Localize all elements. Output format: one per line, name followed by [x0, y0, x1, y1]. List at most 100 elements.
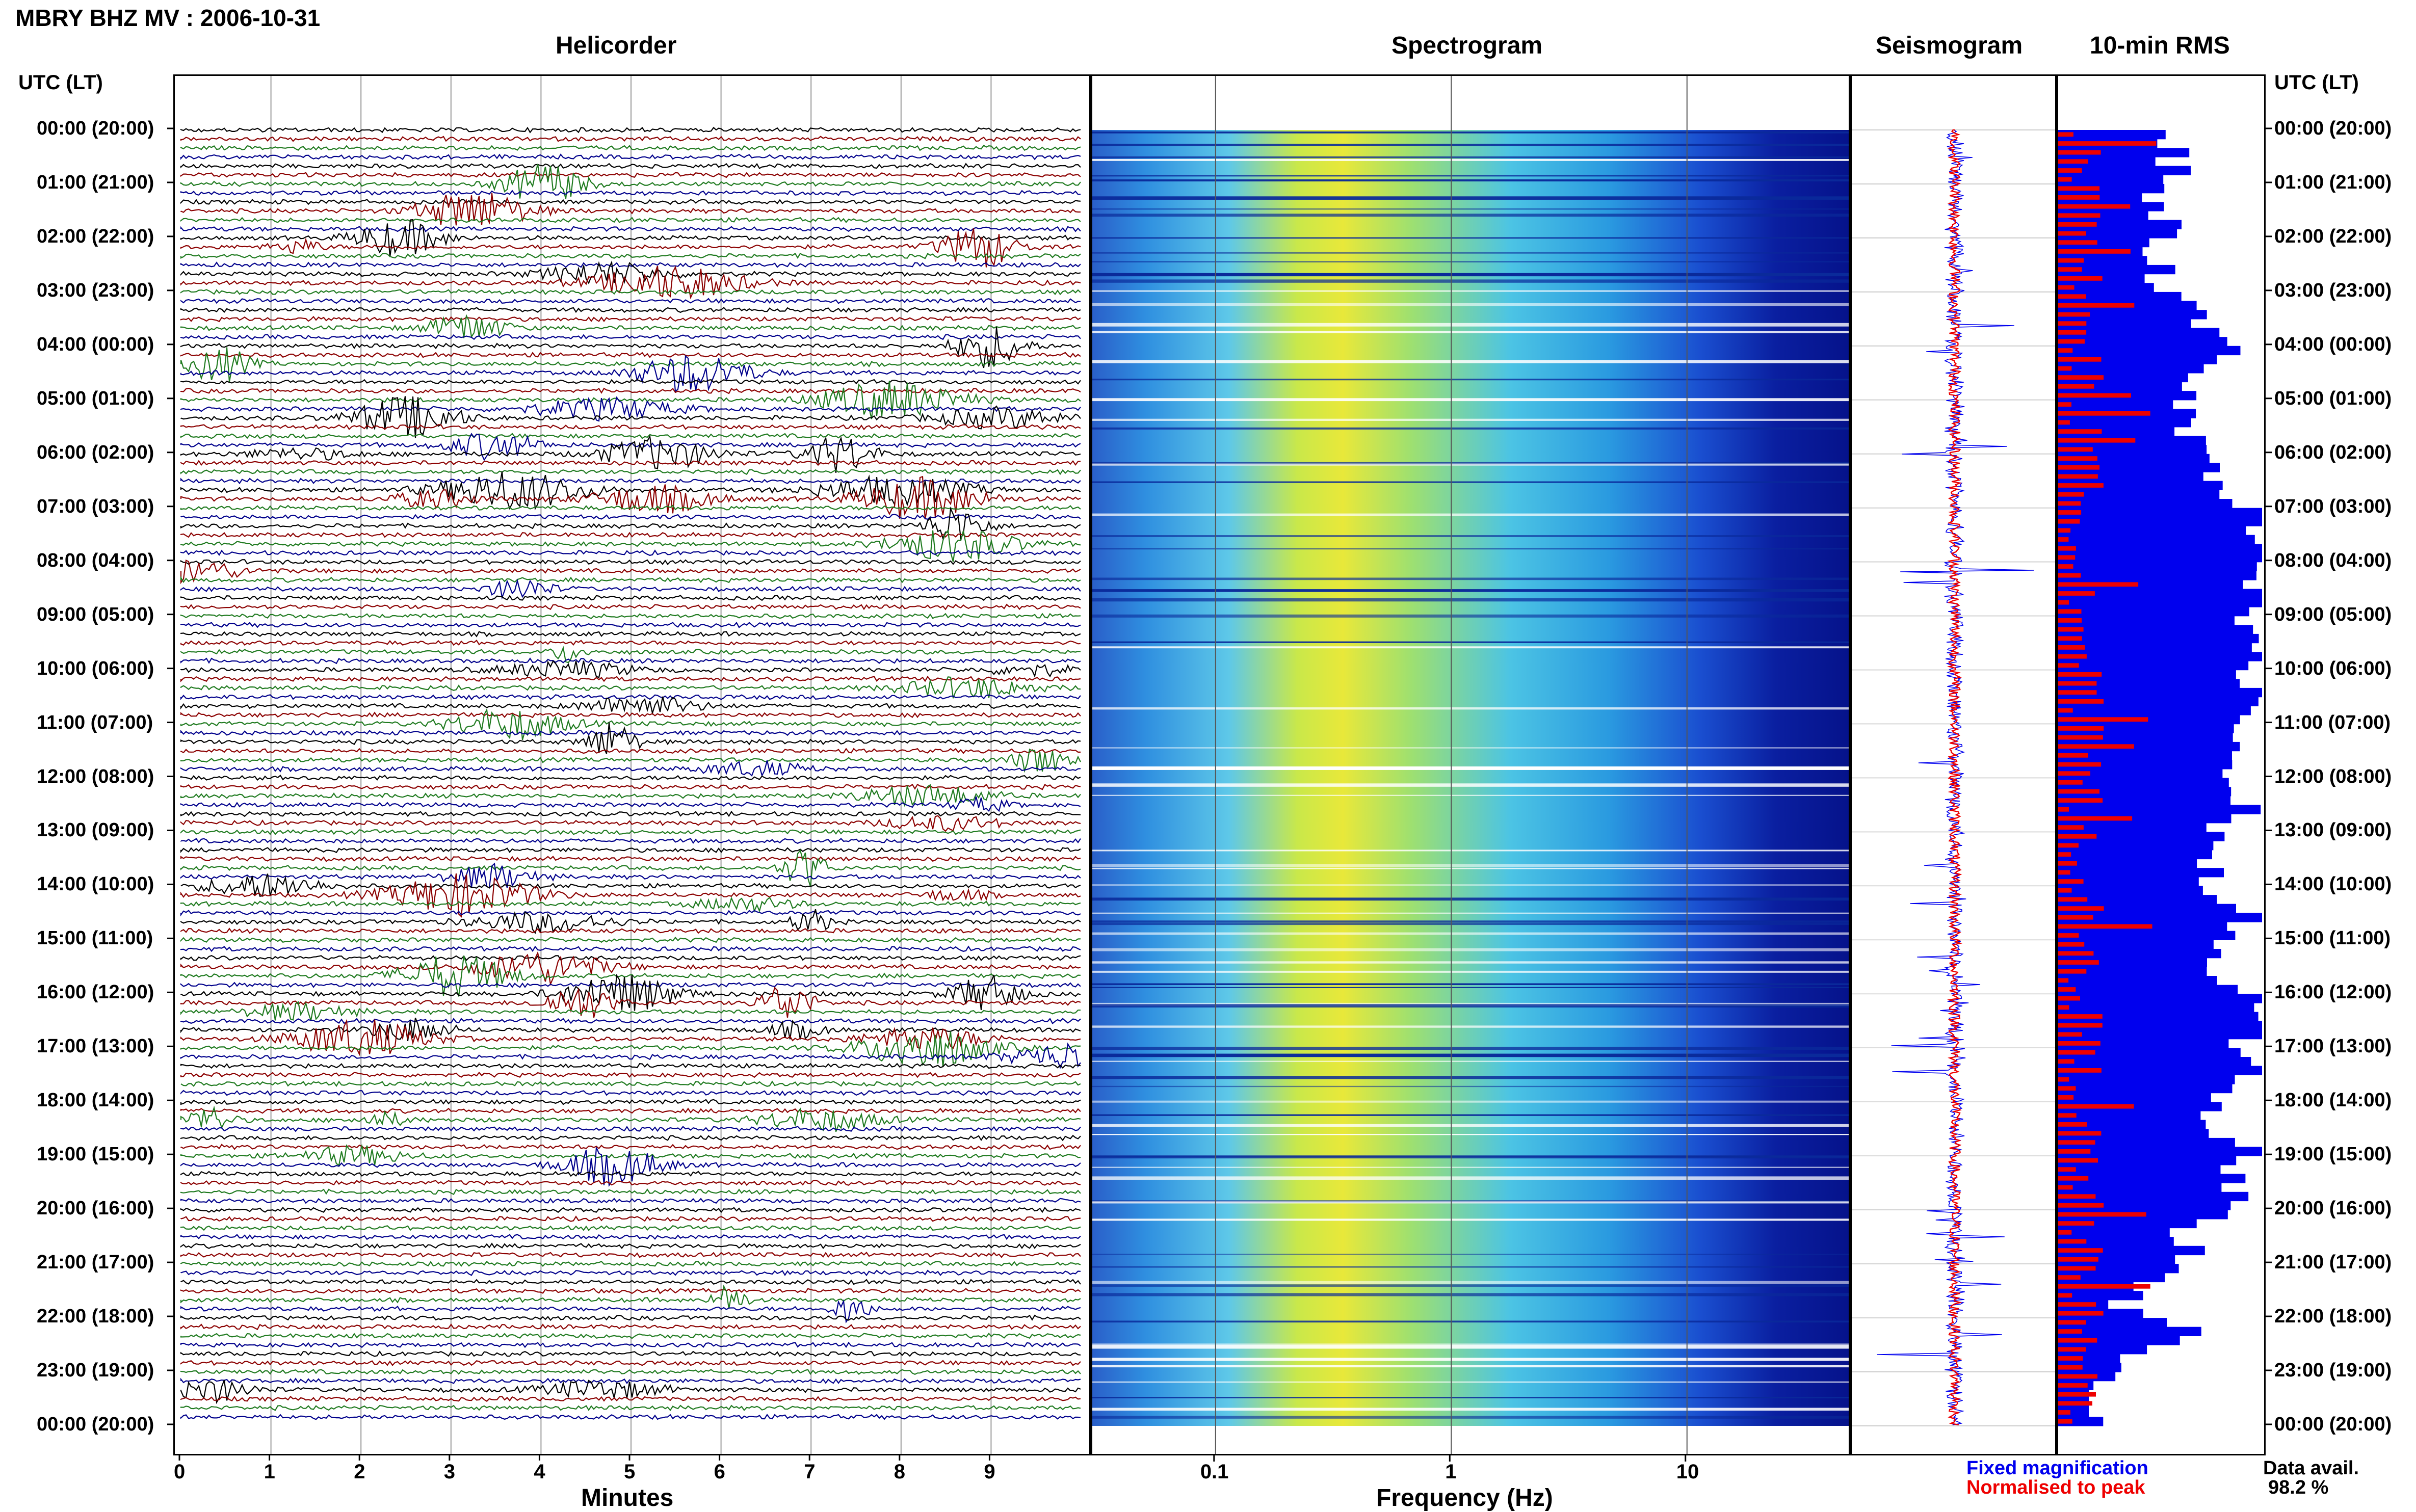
helicorder-trace — [180, 172, 1081, 178]
rms-bar-fixed — [2058, 706, 2251, 715]
rms-bar-fixed — [2058, 751, 2232, 760]
rms-bar-normalised — [2058, 1032, 2082, 1037]
helicorder-trace — [180, 380, 1081, 419]
helicorder-trace — [180, 433, 1081, 461]
helicorder-trace — [180, 532, 1081, 538]
spectrogram-streak — [1092, 1156, 1849, 1158]
helicorder-trace — [180, 1287, 1081, 1294]
figure-title: MBRY BHZ MV : 2006-10-31 — [15, 5, 321, 31]
rms-bar-fixed — [2058, 291, 2182, 302]
time-label: 18:00 (14:00) — [2274, 1090, 2392, 1111]
spectrogram-streak — [1092, 1416, 1849, 1419]
rms-bar-fixed — [2058, 787, 2231, 797]
rms-bar-normalised — [2058, 1257, 2098, 1262]
rms-bar-fixed — [2058, 319, 2191, 329]
rms-bar-normalised — [2058, 627, 2084, 632]
helicorder-trace — [180, 815, 1081, 832]
rms-bar-normalised — [2058, 699, 2104, 704]
helicorder-trace — [180, 1284, 1081, 1309]
time-label: 16:00 (12:00) — [2274, 982, 2392, 1003]
helicorder-trace — [180, 630, 1081, 638]
rms-bar-fixed — [2058, 670, 2236, 679]
rms-bar-fixed — [2058, 607, 2249, 617]
rms-bar-fixed — [2058, 832, 2225, 841]
time-label: 02:00 (22:00) — [2274, 225, 2392, 247]
spectrogram-streak — [1092, 961, 1849, 964]
rms-bar-fixed — [2058, 1039, 2229, 1048]
helicorder-trace — [180, 225, 1081, 233]
helicorder-trace — [180, 1090, 1081, 1097]
helicorder-trace — [180, 1042, 1081, 1069]
rms-bar-normalised — [2058, 1149, 2091, 1154]
rms-bar-fixed — [2058, 841, 2214, 851]
helicorder-trace — [180, 936, 1081, 943]
rms-bar-fixed — [2058, 445, 2207, 455]
helicorder-trace — [180, 640, 1081, 646]
time-label: 12:00 (08:00) — [2274, 765, 2392, 787]
spectrogram-streak — [1092, 208, 1849, 210]
helicorder-trace — [180, 164, 1081, 199]
rms-bar-fixed — [2058, 1137, 2235, 1148]
rms-bar-normalised — [2058, 960, 2099, 965]
spectrogram-title: Spectrogram — [1391, 32, 1543, 59]
rms-bar-normalised — [2058, 483, 2104, 488]
rms-bar-normalised — [2058, 735, 2103, 740]
rms-bar-normalised — [2058, 294, 2086, 299]
rms-bar-normalised — [2058, 1167, 2076, 1172]
rms-bar-normalised — [2058, 906, 2104, 911]
rms-bar-fixed — [2058, 868, 2224, 878]
time-label: 14:00 (10:00) — [2274, 873, 2392, 895]
spectrogram-streak — [1092, 864, 1849, 868]
seismogram-plot — [1852, 129, 2055, 1426]
rms-bar-fixed — [2058, 400, 2173, 410]
helicorder-trace — [180, 1017, 1081, 1042]
rms-bar-fixed — [2058, 508, 2262, 517]
spectrogram-streak — [1092, 360, 1849, 363]
rms-bar-normalised — [2058, 1068, 2102, 1073]
time-label: 15:00 (11:00) — [37, 927, 153, 949]
helicorder-trace — [180, 506, 1081, 541]
rms-bar-fixed — [2058, 877, 2199, 887]
rms-bar-normalised — [2058, 600, 2069, 605]
helicorder-trace — [180, 784, 1081, 808]
rms-bar-normalised — [2058, 1239, 2087, 1244]
helicorder-trace — [180, 595, 1081, 601]
helicorder-trace — [180, 193, 1081, 226]
rms-bar-fixed — [2058, 850, 2212, 860]
rms-bar-normalised — [2058, 564, 2073, 569]
rms-bar-fixed — [2058, 229, 2177, 238]
spectrogram-streak — [1092, 1381, 1849, 1383]
time-label: 20:00 (16:00) — [2274, 1198, 2392, 1219]
rms-bar-fixed — [2058, 535, 2255, 544]
rms-bar-normalised — [2058, 141, 2157, 146]
helicorder-trace — [180, 1134, 1081, 1142]
helicorder-trace — [180, 1279, 1081, 1285]
spectrogram-streak — [1092, 850, 1849, 852]
rms-bar-fixed — [2058, 598, 2262, 607]
rms-title: 10-min RMS — [2090, 32, 2230, 59]
rms-bar-fixed — [2058, 886, 2203, 895]
spectrogram-streak — [1092, 932, 1849, 935]
rms-bar-normalised — [2058, 285, 2074, 290]
helicorder-trace — [180, 621, 1081, 628]
helicorder-trace — [180, 1063, 1081, 1069]
helicorder-trace — [180, 1269, 1081, 1277]
x-tick-label: 1 — [264, 1461, 275, 1483]
time-label: 08:00 (04:00) — [2274, 549, 2392, 571]
rms-bar-fixed — [2058, 310, 2207, 320]
rms-bar-normalised — [2058, 1023, 2103, 1028]
spectrogram-streak — [1092, 252, 1849, 254]
rms-bar-fixed — [2058, 1156, 2237, 1165]
time-label: 00:00 (20:00) — [37, 118, 154, 139]
spectrogram-streak — [1092, 641, 1849, 643]
rms-bar-normalised — [2058, 663, 2079, 668]
helicorder-trace — [180, 945, 1081, 952]
helicorder-trace — [180, 549, 1081, 556]
spectrogram-streak — [1092, 577, 1849, 580]
helicorder-trace — [180, 126, 1081, 134]
spectrogram-streak — [1092, 897, 1849, 901]
time-label: 08:00 (04:00) — [37, 549, 154, 571]
rms-bar-normalised — [2058, 1410, 2070, 1415]
time-label: 07:00 (03:00) — [37, 495, 154, 517]
spectrogram-plot — [1092, 76, 1849, 1454]
